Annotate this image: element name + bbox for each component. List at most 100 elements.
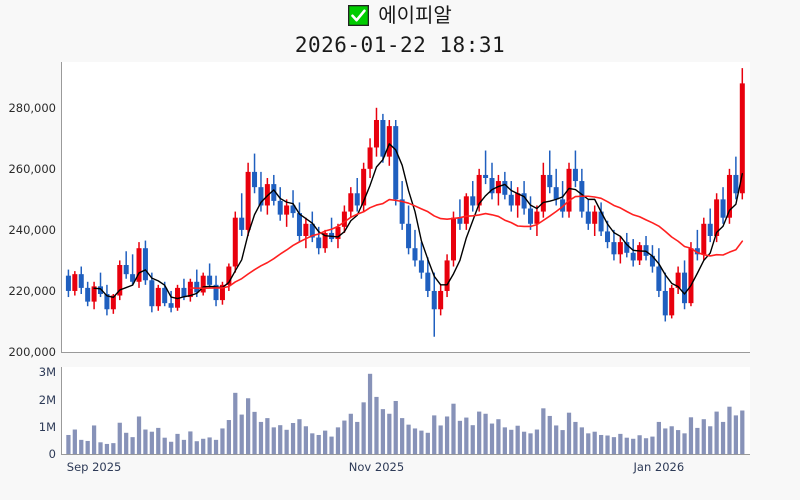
volume-bar <box>207 437 212 454</box>
volume-bar <box>220 428 225 454</box>
candlestick <box>534 205 540 236</box>
volume-bar <box>412 428 418 454</box>
volume-bar <box>348 413 353 454</box>
candlestick <box>585 199 591 230</box>
candlestick <box>726 168 732 224</box>
volume-bar <box>663 428 668 454</box>
volume-bar <box>181 439 187 454</box>
candlestick <box>483 150 489 185</box>
volume-bar <box>720 421 726 454</box>
candlestick <box>637 242 643 265</box>
price-y-tick: 280,000 <box>8 100 56 115</box>
volume-bar <box>528 433 533 454</box>
candlestick <box>643 236 649 261</box>
volume-bar <box>714 411 719 454</box>
candlestick <box>547 150 553 194</box>
price-y-tick: 240,000 <box>8 222 56 237</box>
candlestick <box>72 271 78 296</box>
volume-bar <box>246 398 251 454</box>
volume-bar <box>335 427 341 454</box>
volume-bar <box>168 441 174 454</box>
volume-bar <box>740 410 745 454</box>
chart-header: 에이피알 2026-01-22 18:31 <box>0 0 800 62</box>
volume-bar <box>656 421 661 454</box>
volume-bar <box>367 373 373 454</box>
candlestick <box>245 162 251 236</box>
volume-bar <box>477 411 482 454</box>
volume-bar <box>515 425 520 454</box>
candlestick <box>406 205 412 255</box>
volume-bar <box>400 418 405 454</box>
volume-bar <box>464 417 469 454</box>
candlestick <box>380 113 386 163</box>
candlestick <box>662 272 668 322</box>
volume-bar <box>201 438 206 454</box>
volume-chart-panel[interactable] <box>62 367 750 454</box>
candlestick <box>175 284 181 311</box>
title-row: 에이피알 <box>0 0 800 30</box>
volume-bar <box>502 427 507 454</box>
candlestick <box>130 254 136 285</box>
page-title: 에이피알 <box>378 3 452 27</box>
volume-bar <box>136 416 142 454</box>
volume-bar <box>483 413 488 454</box>
volume-bar <box>72 429 77 454</box>
volume-bar <box>303 426 308 454</box>
volume-bar <box>669 426 674 454</box>
timestamp-row: 2026-01-22 18:31 <box>0 30 800 60</box>
candlestick <box>309 211 315 243</box>
x-tick: Sep 2025 <box>66 460 122 474</box>
volume-bar <box>566 412 572 454</box>
price-y-tick: 200,000 <box>8 345 56 359</box>
volume-bar <box>310 433 315 454</box>
volume-bar <box>188 431 193 454</box>
volume-bar <box>701 419 706 454</box>
candlestick <box>393 120 399 206</box>
candlestick <box>521 181 527 215</box>
candlestick <box>528 196 534 230</box>
candlestick <box>149 272 155 313</box>
volume-bar <box>194 441 199 454</box>
volume-bar <box>586 433 591 454</box>
volume-bar <box>554 425 559 454</box>
volume-bar <box>323 430 328 454</box>
volume-bar <box>213 439 219 454</box>
candlestick <box>78 266 84 294</box>
candlestick <box>296 202 302 243</box>
ma-short-line <box>93 143 743 300</box>
candlestick <box>669 284 675 319</box>
candlestick <box>688 242 694 307</box>
volume-bar <box>175 433 180 454</box>
volume-bar <box>271 427 276 454</box>
candlestick <box>117 260 123 301</box>
candlestick <box>656 248 662 298</box>
volume-bar <box>297 419 302 454</box>
volume-bar <box>727 406 732 454</box>
volume-y-tick: 0 <box>48 447 56 461</box>
candlestick <box>592 205 598 236</box>
candlestick <box>694 229 700 261</box>
volume-bar <box>278 425 283 454</box>
volume-bar <box>509 429 514 454</box>
volume-bar <box>470 425 475 454</box>
price-chart-panel[interactable] <box>62 62 750 352</box>
candlestick <box>168 290 174 313</box>
green-check-icon <box>347 4 370 26</box>
volume-bar <box>91 425 97 454</box>
candlestick <box>617 236 623 264</box>
volume-bar <box>290 423 296 454</box>
candlestick <box>495 174 501 206</box>
candlestick <box>65 269 71 298</box>
candlestick <box>155 284 161 311</box>
volume-bar <box>521 431 527 454</box>
volume-bar <box>233 392 238 454</box>
candlestick <box>213 275 219 307</box>
candlestick <box>489 162 495 200</box>
candlestick <box>322 229 328 253</box>
candlestick <box>515 187 521 218</box>
volume-bar <box>162 437 167 454</box>
candlestick <box>386 120 392 166</box>
candlestick <box>682 260 688 310</box>
candlestick <box>354 178 360 212</box>
